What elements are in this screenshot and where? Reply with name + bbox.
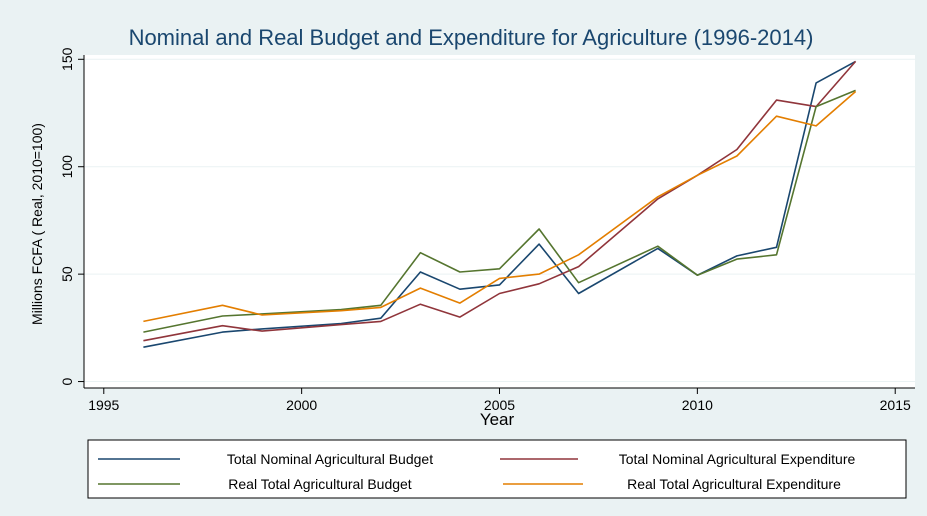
x-axis-title: Year bbox=[480, 410, 515, 429]
x-tick-label: 2005 bbox=[484, 397, 515, 413]
y-tick-label: 150 bbox=[59, 47, 75, 71]
legend: Total Nominal Agricultural Budget Total N… bbox=[98, 451, 855, 492]
x-tick-label: 2010 bbox=[682, 397, 713, 413]
series-line-2 bbox=[143, 60, 857, 342]
y-axis: 0 50 100 150 bbox=[59, 47, 85, 388]
y-tick-label: 50 bbox=[59, 266, 75, 282]
series-line-1 bbox=[143, 60, 856, 348]
x-tick-label: 2015 bbox=[880, 397, 911, 413]
y-axis-title: Millions FCFA ( Real, 2010=100) bbox=[29, 123, 45, 325]
legend-label-4: Real Total Agricultural Expenditure bbox=[627, 476, 841, 492]
gridlines bbox=[84, 58, 915, 383]
x-tick-label: 2000 bbox=[286, 397, 317, 413]
y-tick-label: 0 bbox=[59, 377, 75, 385]
chart-title: Nominal and Real Budget and Expenditure … bbox=[129, 25, 814, 50]
y-tick-label: 100 bbox=[59, 155, 75, 179]
series-lines bbox=[143, 60, 857, 348]
series-line-3 bbox=[143, 89, 856, 333]
legend-label-2: Total Nominal Agricultural Expenditure bbox=[619, 451, 856, 467]
series-line-4 bbox=[143, 90, 857, 323]
legend-box bbox=[87, 439, 907, 499]
x-axis: 1995 2000 2005 2010 2015 bbox=[84, 387, 915, 413]
x-tick-label: 1995 bbox=[88, 397, 119, 413]
plot-area bbox=[84, 55, 915, 388]
legend-label-3: Real Total Agricultural Budget bbox=[228, 476, 412, 492]
legend-label-1: Total Nominal Agricultural Budget bbox=[227, 451, 433, 467]
